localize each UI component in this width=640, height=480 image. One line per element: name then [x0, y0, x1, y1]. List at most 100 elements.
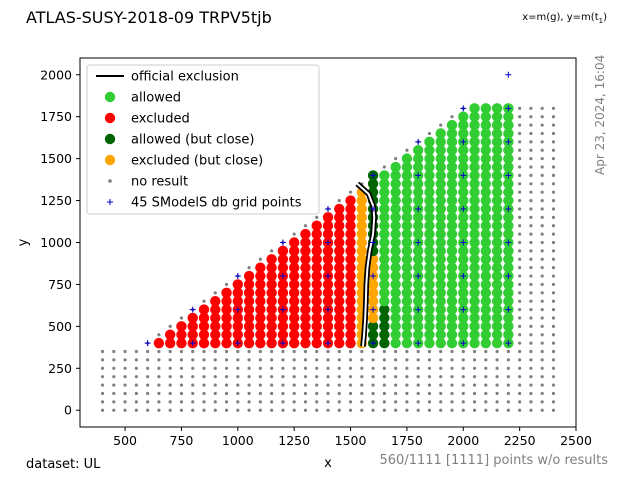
point-allowed: [424, 279, 435, 290]
point-excluded: [266, 296, 277, 307]
point-excluded: [311, 321, 322, 332]
point-no-result: [292, 366, 296, 370]
point-no-result: [427, 400, 432, 404]
point-no-result: [168, 383, 172, 387]
point-no-result: [224, 400, 229, 404]
point-excluded: [311, 296, 322, 307]
grid-point-marker: [460, 340, 467, 347]
point-no-result: [529, 324, 533, 328]
point-no-result: [123, 408, 127, 412]
point-allowed: [480, 136, 492, 148]
point-no-result: [202, 349, 206, 354]
legend: official exclusion allowed excluded allowed…: [86, 64, 320, 215]
point-allowed: [446, 119, 458, 131]
point-no-result: [371, 375, 375, 379]
point-no-result: [258, 408, 262, 412]
point-allowed: [469, 128, 480, 139]
point-no-result: [518, 391, 522, 396]
point-no-result: [281, 400, 285, 404]
point-allowed: [412, 312, 424, 324]
point-no-result: [551, 182, 556, 186]
point-no-result: [191, 391, 195, 396]
point-excluded: [277, 287, 289, 299]
grid-point-marker: [460, 205, 467, 212]
point-allowed: [424, 186, 435, 198]
point-allowed: [503, 245, 514, 257]
point-allowed: [435, 287, 446, 299]
point-no-result: [506, 408, 510, 412]
point-allowed: [401, 296, 413, 307]
point-no-result: [529, 391, 533, 396]
point-no-result: [360, 358, 364, 362]
point-no-result: [236, 349, 240, 354]
point-excluded: [266, 321, 277, 332]
point-excluded: [345, 212, 356, 223]
point-no-result: [303, 408, 308, 412]
point-no-result: [551, 249, 556, 253]
point-excluded: [266, 337, 277, 349]
point-no-result: [540, 106, 544, 110]
point-excluded: [198, 321, 210, 332]
point-no-result: [518, 198, 522, 203]
point-allowed: [379, 262, 390, 273]
point-no-result: [427, 366, 432, 370]
point-allowed: [379, 270, 390, 282]
y-tick-label: 1000: [40, 235, 72, 250]
point-no-result: [551, 366, 556, 370]
point-no-result: [213, 383, 217, 387]
point-allowed: [446, 186, 458, 198]
point-allowed: [503, 212, 514, 223]
point-allowed: [424, 262, 435, 273]
point-allowed: [424, 178, 435, 189]
point-allowed: [401, 312, 413, 324]
point-no-result: [416, 408, 420, 412]
point-excluded: [266, 270, 277, 282]
point-no-result: [179, 383, 184, 387]
point-allowed: [412, 262, 424, 273]
point-no-result: [405, 349, 409, 354]
point-no-result: [518, 240, 522, 245]
point-no-result: [529, 123, 533, 127]
point-excluded: [221, 296, 232, 307]
y-tick-label: 750: [48, 277, 72, 292]
point-no-result: [326, 358, 330, 362]
point-no-result: [427, 131, 432, 136]
point-allowed: [435, 329, 446, 340]
point-excluded: [345, 329, 356, 340]
point-no-result: [326, 349, 330, 354]
point-excluded: [288, 279, 300, 290]
grid-point-marker: [279, 340, 286, 347]
point-no-result: [540, 266, 544, 270]
point-no-result: [112, 358, 116, 362]
point-no-result: [292, 349, 296, 354]
point-no-result: [551, 383, 556, 387]
point-no-result: [360, 366, 364, 370]
point-excluded: [288, 337, 300, 349]
point-no-result: [224, 383, 229, 387]
point-no-result: [529, 131, 533, 136]
point-excluded: [164, 337, 176, 349]
point-allowed: [401, 228, 413, 240]
point-no-result: [258, 349, 262, 354]
point-no-result: [100, 391, 105, 396]
point-no-result: [100, 400, 105, 404]
point-excluded: [334, 203, 345, 215]
point-no-result: [191, 366, 195, 370]
point-excluded: [243, 270, 255, 282]
point-allowed: [435, 245, 446, 257]
grid-point-marker: [415, 306, 422, 313]
point-allowed: [446, 296, 458, 307]
point-no-result: [518, 316, 522, 320]
point-allowed: [424, 245, 435, 257]
point-allowed: [446, 304, 458, 315]
point-no-result: [270, 349, 274, 354]
point-allowed: [401, 161, 413, 173]
point-excluded: [322, 296, 334, 307]
point-no-result: [551, 341, 556, 345]
point-no-result: [427, 349, 432, 354]
point-no-result: [450, 391, 454, 396]
point-allowed: [401, 178, 413, 189]
point-no-result: [529, 266, 533, 270]
point-no-result: [270, 366, 274, 370]
point-excluded: [221, 312, 232, 324]
